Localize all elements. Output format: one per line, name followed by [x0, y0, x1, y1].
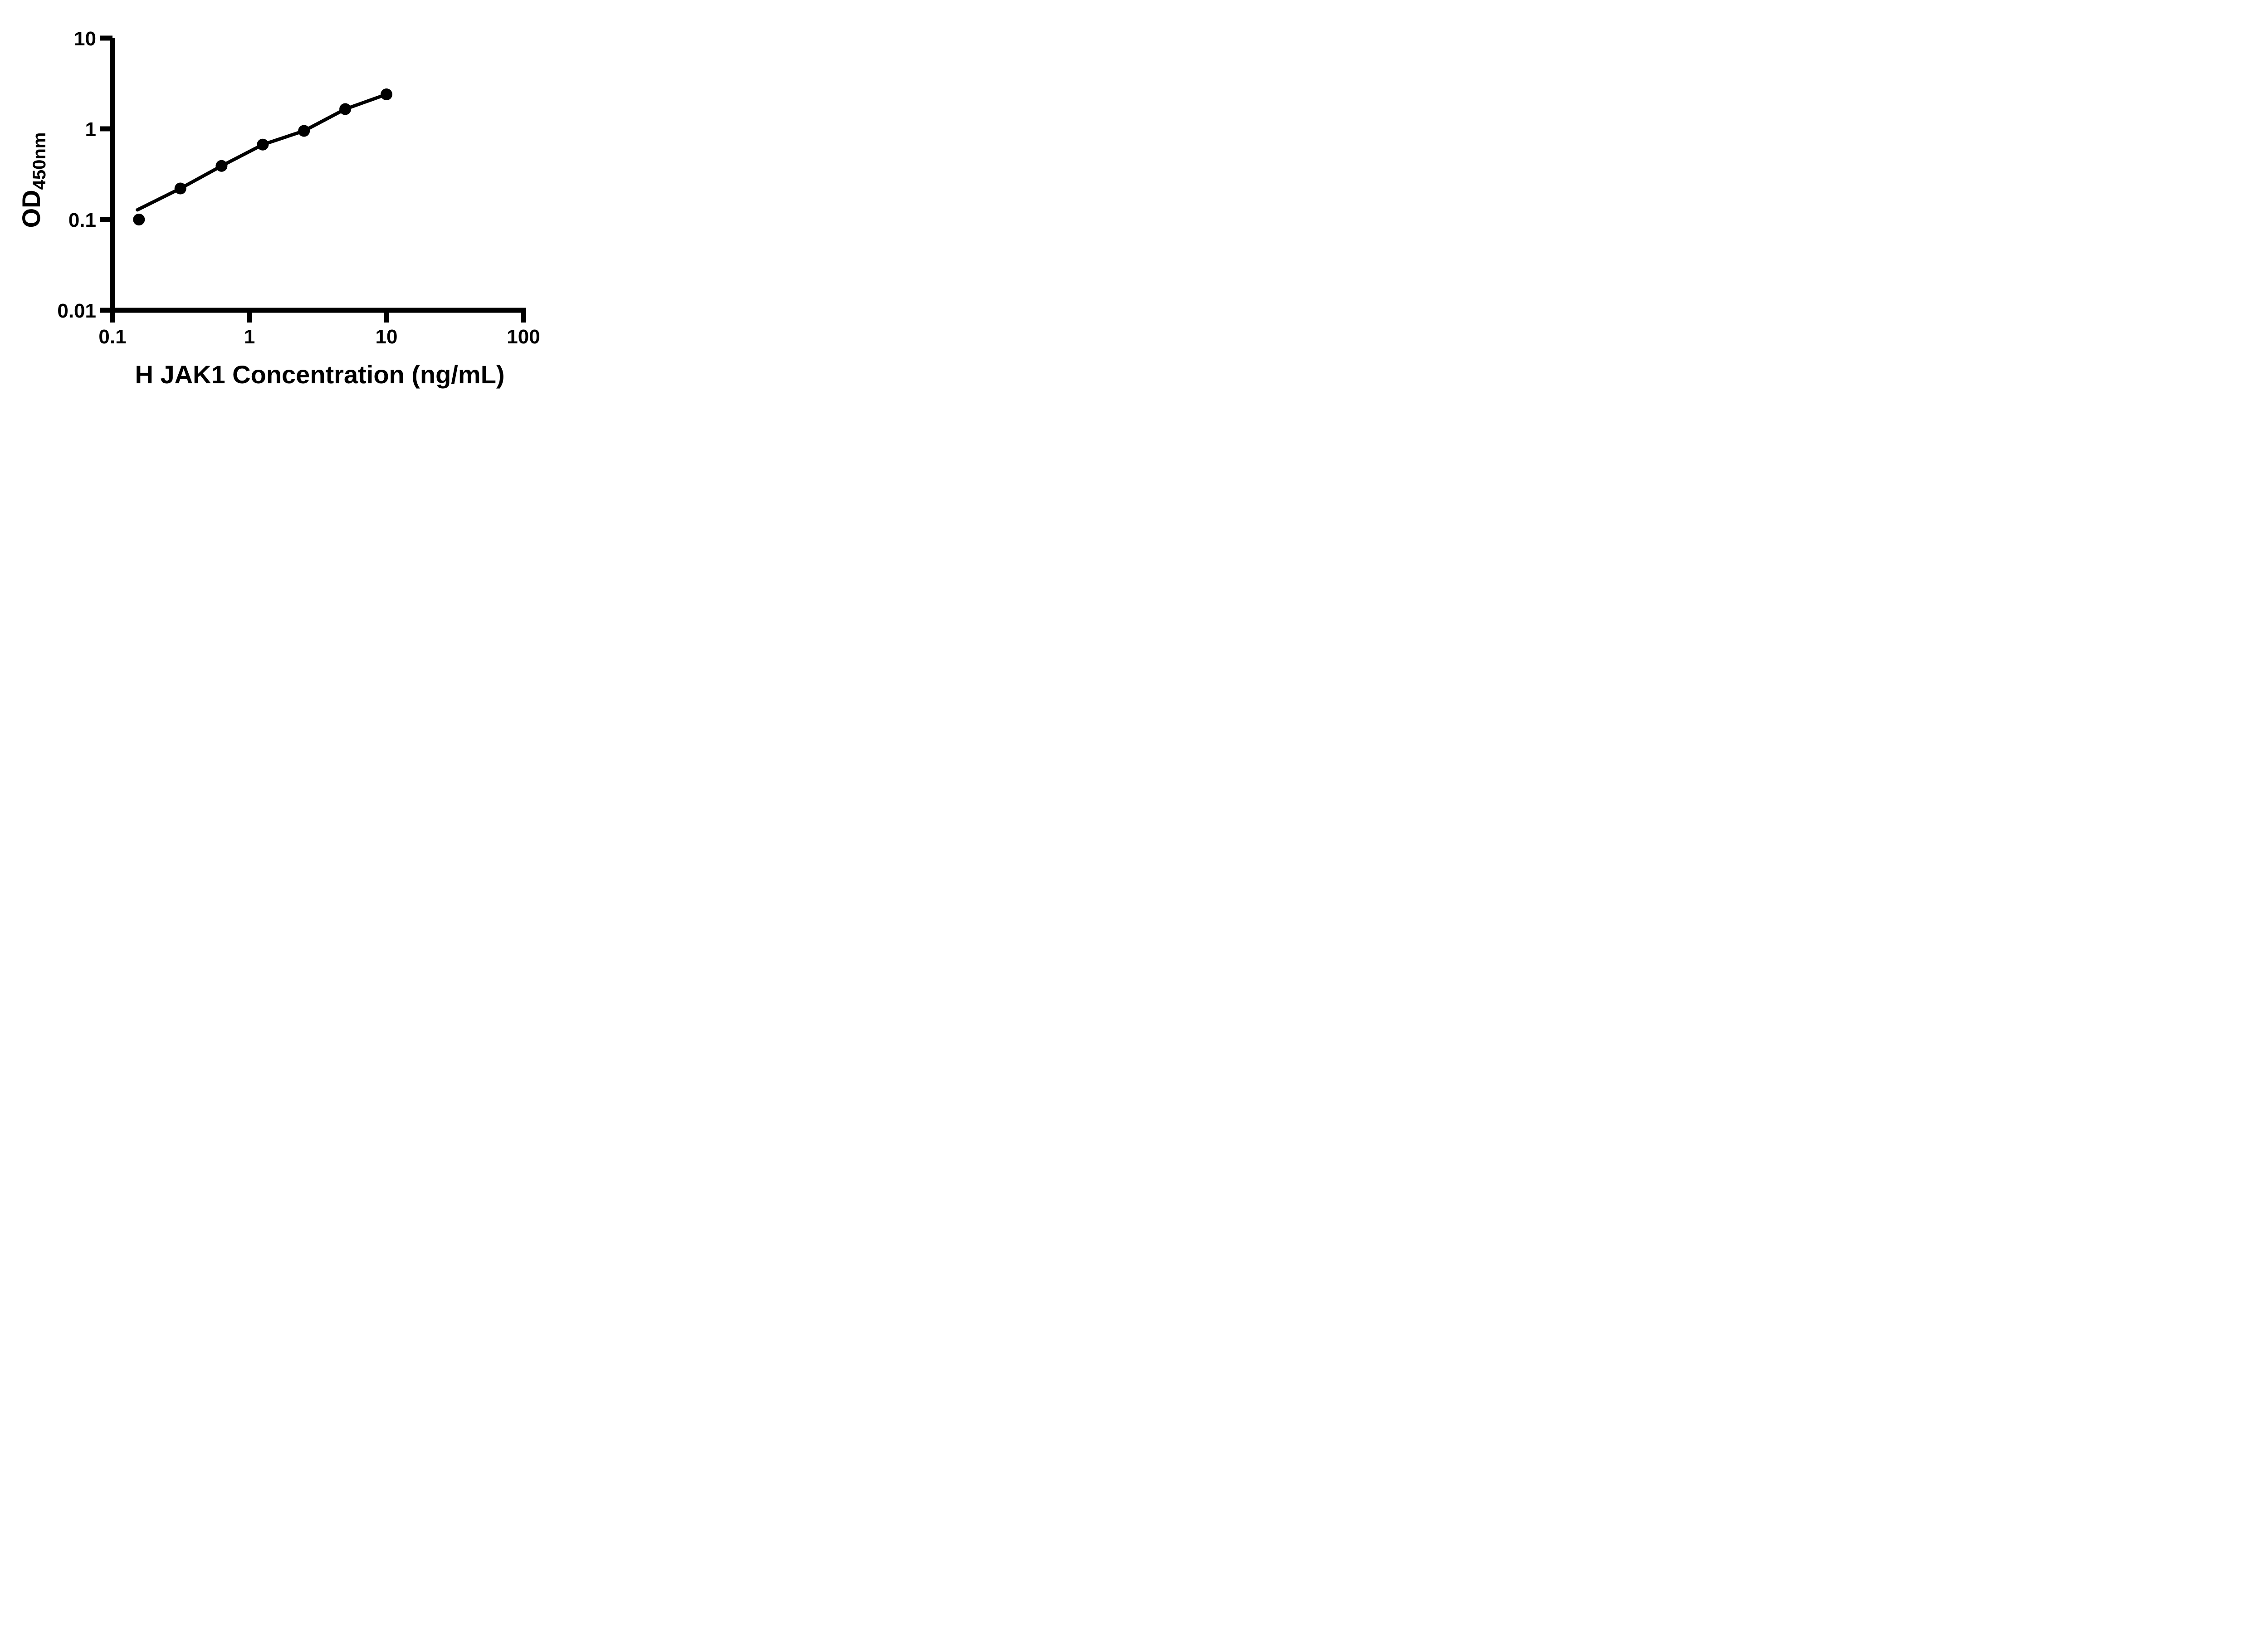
- y-axis-title-main: OD: [17, 190, 45, 228]
- y-tick-label: 1: [85, 118, 96, 141]
- y-axis-title-subscript: 450nm: [29, 132, 49, 190]
- data-point: [174, 182, 186, 195]
- x-tick-label: 0.1: [98, 326, 126, 348]
- data-point: [298, 125, 310, 137]
- data-point: [339, 103, 352, 115]
- data-points: [133, 88, 392, 225]
- axes: [100, 35, 526, 323]
- y-tick-label: 10: [74, 28, 96, 50]
- y-tick-label: 0.01: [57, 300, 96, 322]
- data-point: [381, 88, 392, 100]
- figure-container: 10 1 0.1 0.01 0.1 1 10 100 OD450nm H JAK1 Conce…: [0, 0, 583, 408]
- y-axis-title: OD450nm: [17, 132, 49, 228]
- data-point: [257, 138, 269, 151]
- data-point: [133, 214, 145, 225]
- x-axis-title: H JAK1 Concentration (ng/mL): [135, 360, 504, 389]
- x-tick-label: 1: [244, 326, 255, 348]
- x-tick-label: 100: [507, 326, 540, 348]
- data-point: [215, 160, 228, 172]
- y-tick-label: 0.1: [68, 209, 96, 231]
- x-tick-label: 10: [376, 326, 398, 348]
